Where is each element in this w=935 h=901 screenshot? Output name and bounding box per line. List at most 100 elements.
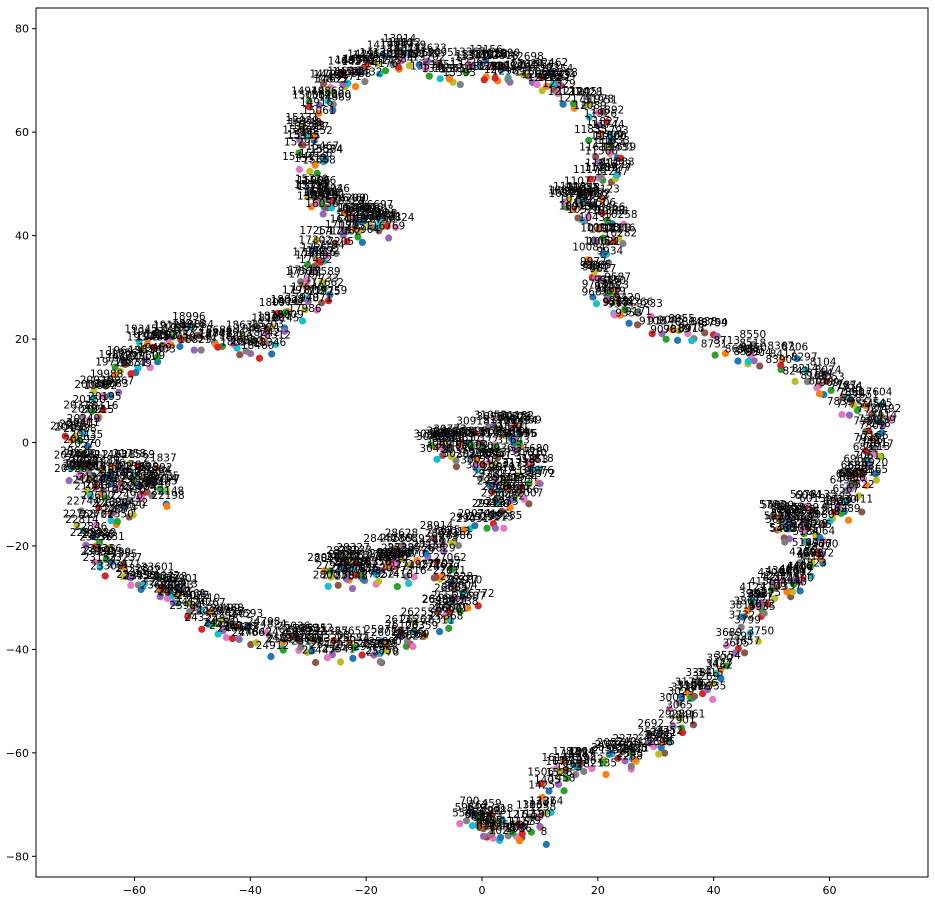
point-index-label: 30498 — [416, 431, 449, 443]
data-point — [90, 386, 98, 395]
point-index-label: 26164 — [394, 629, 428, 641]
data-point — [474, 602, 482, 610]
point-index-label: 8053 — [818, 371, 845, 383]
data-point — [708, 680, 716, 688]
data-point — [163, 594, 171, 603]
point-index-label: 3750 — [747, 625, 774, 637]
data-point — [408, 51, 416, 59]
data-point — [863, 481, 871, 490]
point-index-label: 29782 — [472, 468, 505, 480]
data-point — [871, 470, 880, 478]
data-point — [603, 118, 611, 126]
point-index-label: 19335 — [127, 331, 160, 343]
point-index-label: 15918 — [305, 190, 338, 202]
data-point — [536, 822, 544, 831]
point-index-label: 24593 — [230, 608, 263, 620]
data-point — [498, 816, 507, 824]
data-point — [628, 749, 636, 757]
point-index-label: 23237 — [109, 552, 142, 564]
point-index-label: 7289 — [869, 415, 896, 427]
point-index-label: 27450 — [377, 547, 410, 559]
point-index-label: 21909 — [135, 466, 168, 478]
data-point — [214, 343, 222, 351]
point-index-label: 12740 — [505, 60, 538, 72]
data-point — [754, 637, 762, 645]
point-index-label: 27937 — [329, 549, 362, 561]
point-index-label: 25629 — [333, 641, 366, 653]
point-index-label: 6772 — [844, 464, 871, 476]
point-index-label: 17184 — [311, 239, 345, 251]
point-index-label: 1405 — [534, 775, 561, 787]
point-index-label: 3102 — [677, 679, 704, 691]
point-index-label: 27062 — [433, 552, 466, 564]
data-point — [536, 813, 544, 821]
data-point — [413, 557, 421, 565]
point-index-label: 21168 — [85, 479, 118, 491]
point-index-label: 12412 — [528, 72, 561, 84]
point-index-label: 13980 — [380, 38, 413, 50]
point-index-label: 5538 — [777, 501, 804, 513]
data-point — [430, 574, 438, 582]
point-index-label: 13551 — [433, 63, 466, 75]
point-index-label: 25541 — [322, 644, 355, 656]
point-index-label: 28205 — [333, 557, 366, 569]
data-point — [263, 330, 271, 338]
point-index-label: 21892 — [139, 462, 172, 474]
data-point — [83, 461, 91, 469]
point-index-label: 13513 — [430, 59, 463, 71]
data-point — [746, 351, 755, 359]
data-point — [860, 475, 868, 483]
data-point — [127, 581, 135, 589]
data-point — [113, 517, 122, 526]
data-point — [445, 75, 453, 83]
point-index-label: 13113 — [461, 49, 494, 61]
point-index-label: 29285 — [489, 510, 522, 522]
data-point — [376, 649, 384, 657]
data-point — [107, 469, 115, 477]
point-index-label: 4544 — [774, 574, 801, 586]
data-point — [390, 560, 399, 569]
data-point — [297, 278, 305, 286]
point-index-label: 29215 — [480, 511, 513, 523]
point-index-label: 13797 — [392, 49, 425, 61]
point-index-label: 25736 — [347, 639, 381, 651]
data-point — [121, 502, 129, 511]
data-point — [498, 507, 506, 515]
data-point — [800, 552, 808, 560]
point-index-label: 15819 — [304, 187, 337, 199]
point-index-label: 9661 — [582, 286, 609, 298]
data-point — [877, 401, 885, 409]
point-index-label: 15658 — [302, 154, 335, 166]
point-index-label: 23778 — [154, 571, 187, 583]
point-index-label: 20823 — [71, 459, 104, 471]
data-point — [703, 686, 712, 694]
point-index-label: 8214 — [792, 363, 819, 375]
data-point — [405, 579, 413, 588]
data-point — [347, 205, 355, 213]
point-index-label: 29074 — [458, 508, 492, 520]
point-index-label: 14017 — [387, 43, 420, 55]
data-point — [403, 637, 412, 645]
point-index-label: 25196 — [291, 636, 325, 648]
data-point — [837, 509, 845, 517]
point-index-label: 20083 — [95, 378, 128, 390]
point-index-label: 10084 — [572, 241, 606, 253]
data-point — [117, 479, 125, 487]
point-index-label: 3983 — [739, 588, 766, 600]
point-index-label: 16697 — [360, 199, 393, 211]
point-index-label: 8731 — [701, 339, 728, 351]
point-index-label: 18823 — [178, 334, 211, 346]
point-index-label: 2841 — [669, 710, 696, 722]
point-index-label: 11613 — [579, 141, 612, 153]
point-index-label: 3605 — [723, 638, 750, 650]
point-index-label: 29886 — [469, 448, 503, 460]
point-index-label: 59 — [532, 809, 545, 821]
point-index-label: 30836 — [441, 428, 475, 440]
data-point — [127, 574, 135, 582]
point-index-label: 13702 — [412, 51, 445, 63]
point-index-label: 4872 — [807, 548, 834, 560]
data-point — [134, 462, 142, 470]
point-index-label: 17917 — [282, 284, 315, 296]
data-point — [874, 417, 883, 425]
data-point — [138, 494, 146, 502]
